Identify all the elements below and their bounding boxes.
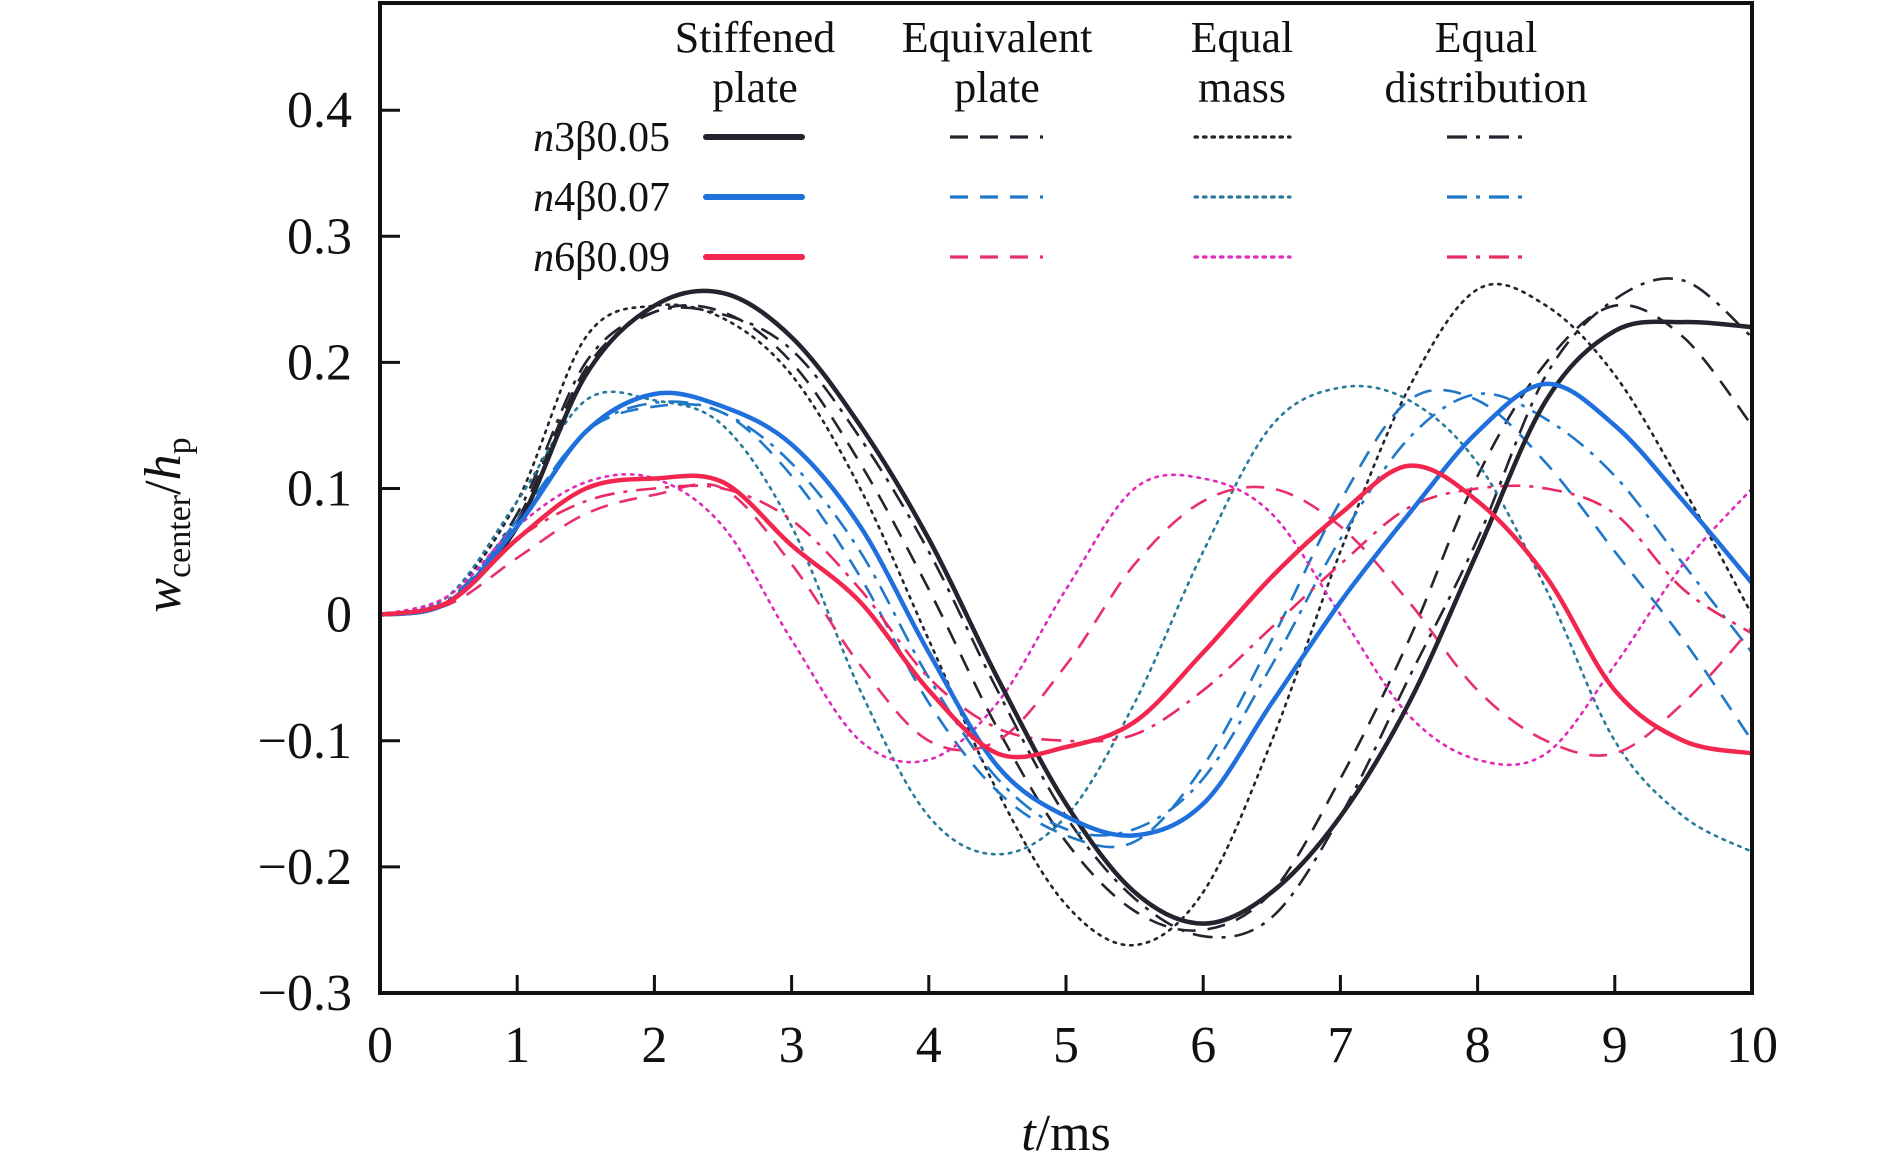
y-tick-label: −0.2 bbox=[258, 839, 352, 896]
svg-text:wcenter/hp: wcenter/hp bbox=[135, 437, 198, 612]
x-tick-label: 4 bbox=[916, 1017, 942, 1074]
y-axis-label-var: w bbox=[135, 578, 192, 613]
x-tick-label: 9 bbox=[1602, 1017, 1628, 1074]
y-axis-label-var2: h bbox=[135, 454, 192, 480]
series-line-n6-0-09-equal-distribution bbox=[380, 484, 1752, 743]
x-tick-label: 1 bbox=[504, 1017, 530, 1074]
series-line-n6-0-09-equal-mass bbox=[380, 473, 1752, 767]
x-axis-label-unit: /ms bbox=[1036, 1105, 1111, 1162]
series-line-n3-0-05-stiffened-plate bbox=[380, 288, 1752, 926]
series-line-n3-0-05-equal-mass bbox=[380, 282, 1752, 947]
y-tick-label: 0.2 bbox=[287, 334, 352, 391]
series-line-n3-0-05-equivalent-plate bbox=[380, 303, 1752, 932]
y-tick-label: 0.4 bbox=[287, 82, 352, 139]
series-line-n6-0-09-stiffened-plate bbox=[380, 463, 1752, 760]
y-tick-label: 0.3 bbox=[287, 208, 352, 265]
y-axis-label-sub2: p bbox=[161, 437, 198, 454]
series-line-n4-0-07-equal-mass bbox=[380, 384, 1752, 856]
legend-row-1-label: n4β0.07 bbox=[533, 175, 670, 221]
x-tick-label: 3 bbox=[779, 1017, 805, 1074]
x-axis-label: t/ms bbox=[1021, 1105, 1111, 1162]
series-line-n4-0-07-equal-distribution bbox=[380, 392, 1752, 837]
legend-col-1-line1: Equivalent bbox=[902, 13, 1093, 62]
y-axis-label-sep: / bbox=[135, 480, 192, 495]
legend-col-1-line2: plate bbox=[954, 63, 1040, 112]
legend-swatches bbox=[703, 134, 1529, 260]
y-tick-label: 0 bbox=[326, 587, 352, 644]
y-tick-label: 0.1 bbox=[287, 461, 352, 518]
legend-row-2-label: n6β0.09 bbox=[533, 235, 670, 281]
x-tick-label: 6 bbox=[1190, 1017, 1216, 1074]
x-tick-label: 5 bbox=[1053, 1017, 1079, 1074]
series-line-n6-0-09-equivalent-plate bbox=[380, 482, 1752, 757]
y-tick-label: −0.3 bbox=[258, 965, 352, 1022]
x-tick-label: 0 bbox=[367, 1017, 393, 1074]
x-tick-label: 7 bbox=[1327, 1017, 1353, 1074]
y-tick-label: −0.1 bbox=[258, 713, 352, 770]
legend-col-2-line1: Equal bbox=[1191, 13, 1294, 62]
x-tick-label: 10 bbox=[1726, 1017, 1778, 1074]
y-axis-label: wcenter/hp bbox=[135, 437, 198, 612]
legend: Stiffened plate Equivalent plate Equal m… bbox=[533, 13, 1587, 281]
series-line-n4-0-07-stiffened-plate bbox=[380, 381, 1752, 838]
legend-col-0-line2: plate bbox=[712, 63, 798, 112]
axis-tick-labels: 0 1 2 3 4 5 6 7 8 9 10 −0.3 −0.2 −0.1 0 0.1 0.2 0.3 0.4 bbox=[258, 82, 1778, 1074]
legend-col-3-line1: Equal bbox=[1435, 13, 1538, 62]
y-axis-label-sub: center bbox=[161, 494, 198, 578]
x-tick-label: 2 bbox=[641, 1017, 667, 1074]
legend-row-0-label: n3β0.05 bbox=[533, 115, 670, 161]
plot-frame bbox=[378, 1, 1754, 995]
x-axis-label-var: t bbox=[1021, 1105, 1037, 1162]
x-tick-label: 8 bbox=[1465, 1017, 1491, 1074]
series-line-n3-0-05-equal-distribution bbox=[380, 277, 1752, 939]
legend-col-2-line2: mass bbox=[1198, 63, 1286, 112]
series-layer bbox=[380, 277, 1752, 947]
legend-col-0-line1: Stiffened bbox=[675, 13, 836, 62]
legend-col-3-line2: distribution bbox=[1385, 63, 1588, 112]
series-line-n4-0-07-equivalent-plate bbox=[380, 388, 1752, 849]
